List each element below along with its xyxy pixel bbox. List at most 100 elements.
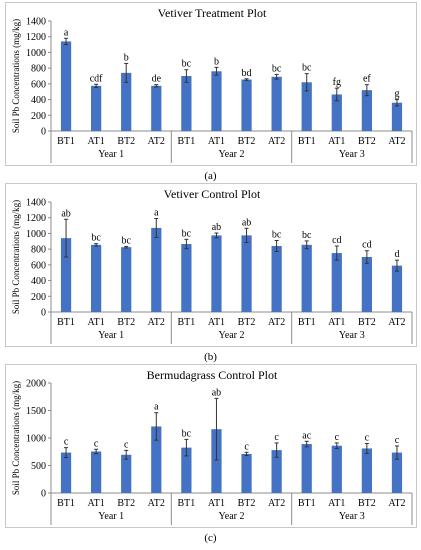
- significance-letter: c: [335, 432, 340, 443]
- significance-letter: c: [395, 435, 400, 446]
- bar: [301, 444, 312, 493]
- significance-letter: ab: [242, 217, 251, 228]
- significance-letter: c: [124, 439, 129, 450]
- significance-letter: c: [94, 438, 99, 449]
- bar: [211, 71, 222, 131]
- x-tick-label: AT2: [388, 498, 405, 509]
- x-tick-label: AT2: [148, 498, 165, 509]
- x-tick-label: AT2: [268, 136, 285, 147]
- x-tick-label: AT1: [328, 317, 345, 328]
- bar: [151, 85, 162, 131]
- x-tick-label: AT1: [88, 498, 105, 509]
- significance-letter: c: [274, 432, 279, 443]
- y-axis-label: Soil Pb Concentrations (mg/kg): [11, 19, 21, 133]
- bar: [361, 90, 372, 131]
- x-tick-label: AT2: [148, 317, 165, 328]
- y-tick-label: 1200: [26, 213, 46, 224]
- bar: [60, 238, 72, 312]
- bar: [241, 453, 252, 493]
- group-label: Year 3: [339, 511, 365, 522]
- significance-letter: ab: [212, 387, 221, 398]
- bar: [91, 244, 102, 312]
- significance-letter: fg: [333, 77, 341, 88]
- significance-letter: ab: [61, 208, 70, 219]
- x-tick-label: BT1: [298, 498, 316, 509]
- x-tick-label: BT2: [238, 136, 256, 147]
- significance-letter: bc: [182, 59, 192, 70]
- group-label: Year 3: [339, 149, 365, 160]
- bar: [211, 235, 222, 312]
- bar: [361, 448, 372, 493]
- y-tick-label: 1200: [26, 32, 46, 43]
- y-tick-label: 800: [31, 245, 46, 256]
- y-tick-label: 2000: [26, 379, 46, 390]
- group-label: Year 1: [98, 330, 124, 341]
- y-axis-label: Soil Pb Concentrations (mg/kg): [11, 381, 21, 495]
- significance-letter: cd: [362, 240, 371, 251]
- bar: [91, 451, 102, 493]
- group-label: Year 1: [98, 511, 124, 522]
- significance-letter: bc: [272, 230, 282, 241]
- significance-letter: bc: [121, 235, 131, 246]
- x-tick-label: BT1: [57, 498, 75, 509]
- x-tick-label: BT2: [238, 498, 256, 509]
- chart-title: Bermudagrass Control Plot: [147, 368, 278, 382]
- group-label: Year 3: [339, 330, 365, 341]
- significance-letter: d: [394, 249, 399, 260]
- bar: [331, 94, 342, 131]
- x-tick-label: AT1: [208, 136, 225, 147]
- significance-letter: ef: [363, 74, 371, 85]
- bar: [121, 72, 132, 131]
- bar: [241, 235, 252, 312]
- caption-b: (b): [204, 351, 217, 363]
- x-tick-label: AT2: [388, 136, 405, 147]
- y-tick-label: 1000: [26, 229, 46, 240]
- x-tick-label: BT2: [358, 498, 376, 509]
- bar: [391, 452, 403, 493]
- bar: [60, 452, 72, 493]
- y-tick-label: 400: [31, 276, 46, 287]
- significance-letter: c: [64, 437, 69, 448]
- x-tick-label: BT2: [358, 136, 376, 147]
- x-tick-label: AT1: [88, 317, 105, 328]
- significance-letter: bc: [182, 428, 192, 439]
- chart-b-svg: Vetiver Control Plot Soil Pb Concentratio…: [11, 187, 413, 344]
- y-tick-label: 1400: [26, 17, 46, 28]
- y-tick-label: 800: [31, 64, 46, 75]
- y-tick-label: 200: [31, 292, 46, 303]
- x-tick-label: AT1: [328, 498, 345, 509]
- y-tick-label: 0: [41, 489, 46, 500]
- bar: [391, 102, 403, 131]
- x-tick-label: AT2: [148, 136, 165, 147]
- x-tick-label: BT2: [238, 317, 256, 328]
- y-tick-label: 1400: [26, 198, 46, 209]
- chart-title: Vetiver Control Plot: [164, 187, 261, 201]
- y-tick-label: 0: [41, 127, 46, 138]
- significance-letter: ac: [302, 430, 311, 441]
- chart-panel-c: Bermudagrass Control Plot Soil Pb Concent…: [5, 364, 417, 528]
- chart-c-svg: Bermudagrass Control Plot Soil Pb Concent…: [11, 368, 413, 525]
- bar: [391, 265, 403, 312]
- chart-title: Vetiver Treatment Plot: [158, 6, 267, 20]
- x-tick-label: BT1: [298, 317, 316, 328]
- bar: [181, 244, 192, 312]
- x-tick-label: BT2: [358, 317, 376, 328]
- bar: [121, 247, 132, 312]
- y-tick-label: 600: [31, 260, 46, 271]
- bar: [271, 76, 282, 131]
- x-tick-label: AT2: [268, 498, 285, 509]
- bar: [361, 257, 372, 312]
- bar: [331, 253, 342, 312]
- y-tick-label: 1000: [26, 434, 46, 445]
- x-tick-label: BT2: [117, 317, 135, 328]
- x-tick-label: AT1: [208, 498, 225, 509]
- chart-panel-b: Vetiver Control Plot Soil Pb Concentratio…: [5, 183, 417, 347]
- group-label: Year 1: [98, 149, 124, 160]
- group-label: Year 2: [219, 330, 245, 341]
- significance-letter: g: [394, 89, 399, 100]
- significance-letter: b: [124, 52, 129, 63]
- significance-letter: a: [154, 402, 159, 413]
- bar: [60, 41, 72, 131]
- x-tick-label: BT1: [177, 136, 195, 147]
- x-tick-label: BT1: [57, 317, 75, 328]
